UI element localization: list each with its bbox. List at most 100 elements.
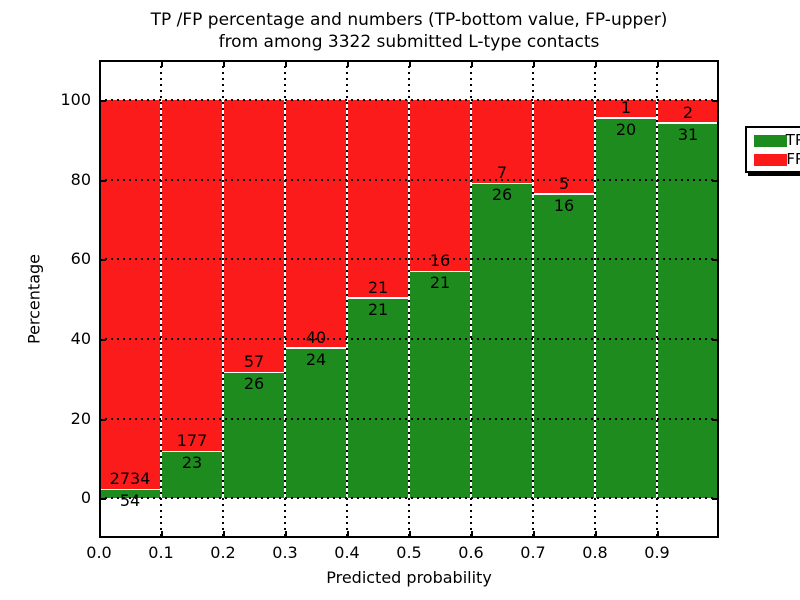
x-tick-label-0.9: 0.9 xyxy=(644,543,670,562)
bar-segment-tp-6 xyxy=(472,184,532,499)
chart-title-line-2: from among 3322 submitted L-type contact… xyxy=(218,32,600,52)
bar-label-fp-4: 21 xyxy=(367,278,389,297)
bar-segment-fp-2 xyxy=(224,99,284,372)
bar-segment-fp-3 xyxy=(286,99,346,348)
x-tick-top-10 xyxy=(717,60,719,67)
y-tick-label-60: 60 xyxy=(70,249,91,269)
x-tick-label-0.7: 0.7 xyxy=(520,543,546,562)
bar-segment-fp-7 xyxy=(534,99,594,194)
x-tick-top-3 xyxy=(285,60,287,67)
x-axis-label: Predicted probability xyxy=(326,568,492,587)
bar-segment-fp-1 xyxy=(162,99,222,451)
x-tick-top-4 xyxy=(347,60,349,67)
bar-label-tp-1: 23 xyxy=(181,453,203,473)
bar-segment-fp-8 xyxy=(596,99,656,118)
bar-label-fp-8: 1 xyxy=(620,97,632,117)
bar-label-fp-2: 57 xyxy=(243,352,265,372)
y-tick-left-40 xyxy=(99,338,106,341)
bar-label-tp-9: 31 xyxy=(677,124,699,144)
x-tick-top-2 xyxy=(223,60,225,67)
bar-label-tp-8: 20 xyxy=(615,119,637,139)
y-tick-right-80 xyxy=(712,179,719,182)
y-tick-right-60 xyxy=(712,259,719,262)
y-tick-left-100 xyxy=(99,99,106,102)
bar-segment-tp-1 xyxy=(162,452,222,499)
bar-label-fp-5: 16 xyxy=(429,251,451,271)
x-tick-bottom-5 xyxy=(409,531,411,538)
x-tick-bottom-10 xyxy=(717,531,719,538)
x-tick-bottom-6 xyxy=(471,531,473,538)
x-tick-bottom-7 xyxy=(533,531,535,538)
x-tick-bottom-1 xyxy=(161,531,163,538)
tp-legend-label: TP xyxy=(785,131,800,149)
y-tick-label-0: 0 xyxy=(80,488,91,508)
legend-entry-tp: TP xyxy=(747,131,800,149)
gridline-x-0.8 xyxy=(594,60,596,538)
bar-label-tp-0: 54 xyxy=(119,491,141,511)
chart-title-line-1: TP /FP percentage and numbers (TP-bottom… xyxy=(150,10,668,30)
bar-segment-tp-3 xyxy=(286,348,346,499)
bar-segment-tp-8 xyxy=(596,118,656,499)
gridline-x-0.6 xyxy=(470,60,472,538)
gridline-x-0.7 xyxy=(532,60,534,538)
bar-label-tp-2: 26 xyxy=(243,374,265,394)
bar-segment-fp-9 xyxy=(658,99,718,123)
bar-segment-tp-4 xyxy=(348,299,408,499)
x-tick-label-0.5: 0.5 xyxy=(396,543,422,562)
x-tick-label-0.1: 0.1 xyxy=(148,543,174,562)
bar-segment-fp-4 xyxy=(348,99,408,298)
bar-label-fp-0: 2734 xyxy=(109,469,151,489)
bar-segment-fp-0 xyxy=(100,99,160,489)
bar-segment-tp-9 xyxy=(658,123,718,499)
bar-segment-tp-2 xyxy=(224,373,284,499)
y-tick-left-0 xyxy=(99,498,106,501)
tp-legend-swatch xyxy=(754,135,787,147)
y-tick-left-20 xyxy=(99,418,106,421)
bar-segment-tp-7 xyxy=(534,194,594,499)
x-tick-bottom-8 xyxy=(595,531,597,538)
y-tick-label-100: 100 xyxy=(60,89,91,109)
legend-entry-fp: FP xyxy=(747,150,800,168)
bar-label-fp-6: 7 xyxy=(496,163,508,183)
y-tick-right-100 xyxy=(712,99,719,102)
bar-segment-fp-6 xyxy=(472,99,532,183)
gridline-x-0.3 xyxy=(284,60,286,538)
x-tick-label-0.3: 0.3 xyxy=(272,543,298,562)
x-tick-label-0.2: 0.2 xyxy=(210,543,236,562)
bar-label-fp-3: 40 xyxy=(305,327,327,347)
x-tick-top-1 xyxy=(161,60,163,67)
x-tick-top-8 xyxy=(595,60,597,67)
y-tick-right-20 xyxy=(712,418,719,421)
x-tick-label-0.8: 0.8 xyxy=(582,543,608,562)
gridline-x-0.9 xyxy=(656,60,658,538)
x-tick-top-9 xyxy=(657,60,659,67)
x-tick-bottom-3 xyxy=(285,531,287,538)
y-tick-label-80: 80 xyxy=(70,169,91,189)
plot-area: TP FP 2734 54 177 23 57 26 40 24 21 21 16 21 7 26 5 16 1… xyxy=(99,60,800,538)
legend: TP FP xyxy=(745,126,800,173)
x-tick-top-6 xyxy=(471,60,473,67)
x-tick-bottom-2 xyxy=(223,531,225,538)
x-tick-bottom-4 xyxy=(347,531,349,538)
y-tick-left-80 xyxy=(99,179,106,182)
x-tick-bottom-0 xyxy=(99,531,101,538)
bar-segment-fp-5 xyxy=(410,99,470,271)
gridline-x-0.1 xyxy=(160,60,162,538)
gridline-x-0.2 xyxy=(222,60,224,538)
bar-label-fp-1: 177 xyxy=(176,431,208,451)
y-tick-label-40: 40 xyxy=(70,328,91,348)
fp-legend-swatch xyxy=(754,154,787,166)
bar-label-fp-7: 5 xyxy=(558,173,570,193)
bar-segment-tp-0 xyxy=(100,490,160,499)
x-tick-label-0.6: 0.6 xyxy=(458,543,484,562)
x-tick-label-0.0: 0.0 xyxy=(86,543,112,562)
x-tick-top-5 xyxy=(409,60,411,67)
gridline-x-0.5 xyxy=(408,60,410,538)
bar-label-tp-5: 21 xyxy=(429,273,451,293)
y-tick-label-20: 20 xyxy=(70,408,91,428)
bar-label-tp-7: 16 xyxy=(553,195,575,215)
y-tick-right-0 xyxy=(712,498,719,501)
gridline-x-0.4 xyxy=(346,60,348,538)
fp-legend-label: FP xyxy=(786,150,800,168)
